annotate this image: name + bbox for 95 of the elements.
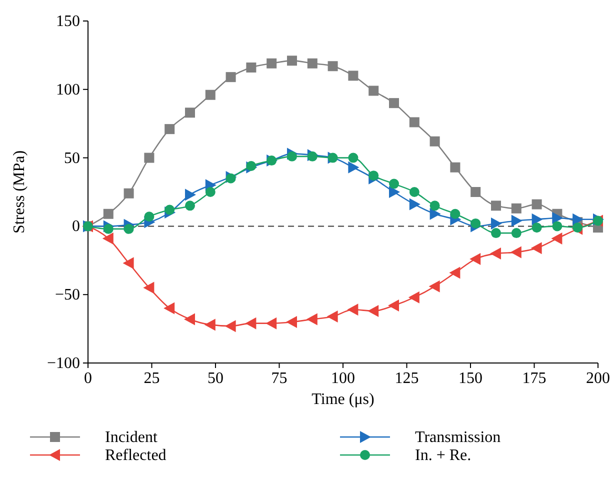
point xyxy=(368,170,379,181)
legend-label: In. + Re. xyxy=(415,447,472,464)
x-tick-label: 125 xyxy=(394,370,419,387)
point xyxy=(491,228,501,238)
point xyxy=(532,222,542,233)
point xyxy=(266,317,277,330)
point xyxy=(511,203,522,214)
point xyxy=(328,61,338,72)
point xyxy=(122,257,134,270)
point xyxy=(185,108,195,118)
point xyxy=(430,136,440,146)
point xyxy=(185,188,196,201)
point xyxy=(409,198,420,210)
point xyxy=(185,200,195,211)
point xyxy=(510,246,522,258)
point xyxy=(409,117,420,128)
x-tick-label: 175 xyxy=(522,370,546,387)
point xyxy=(490,248,501,260)
x-tick-label: 25 xyxy=(144,370,160,387)
point xyxy=(286,316,297,328)
point xyxy=(124,224,134,234)
point xyxy=(204,318,216,331)
point xyxy=(532,199,542,210)
point xyxy=(287,56,297,66)
point xyxy=(205,90,216,100)
point xyxy=(409,187,420,197)
point xyxy=(430,208,441,220)
y-tick-label: 0 xyxy=(72,218,80,236)
point xyxy=(224,320,236,332)
point xyxy=(450,208,460,219)
point xyxy=(164,124,175,134)
point xyxy=(491,200,501,211)
y-tick-label: −100 xyxy=(46,355,80,372)
x-axis-title: Time (μs) xyxy=(312,391,374,408)
legend-label: Incident xyxy=(105,429,158,446)
point xyxy=(348,152,358,163)
point xyxy=(389,186,400,198)
point xyxy=(103,224,114,234)
point xyxy=(389,98,399,108)
y-tick-label: 50 xyxy=(64,150,80,167)
point xyxy=(470,187,481,197)
point xyxy=(491,217,502,230)
point xyxy=(246,62,256,73)
point xyxy=(551,232,562,245)
point xyxy=(226,173,236,184)
point xyxy=(552,212,564,224)
point xyxy=(530,242,542,254)
x-tick-label: 100 xyxy=(331,370,355,387)
point xyxy=(348,161,360,174)
point xyxy=(103,208,114,219)
point xyxy=(532,213,543,226)
point xyxy=(102,232,114,245)
point xyxy=(368,305,379,318)
point xyxy=(205,187,216,197)
point xyxy=(572,213,584,226)
x-tick-label: 200 xyxy=(586,370,610,387)
point xyxy=(144,152,154,163)
point xyxy=(552,221,562,232)
point xyxy=(307,58,318,68)
point xyxy=(450,162,460,172)
point xyxy=(470,253,481,266)
point xyxy=(306,313,318,326)
point xyxy=(124,188,134,198)
x-tick-label: 0 xyxy=(84,370,92,387)
y-tick-label: 150 xyxy=(56,13,80,30)
point xyxy=(430,200,440,211)
point xyxy=(408,291,420,304)
legend-label: Transmission xyxy=(415,429,501,446)
point xyxy=(511,228,522,238)
point xyxy=(326,310,338,322)
point xyxy=(184,313,195,326)
x-tick-label: 150 xyxy=(458,370,482,387)
point xyxy=(347,304,358,316)
point xyxy=(511,214,522,227)
point xyxy=(388,300,399,312)
legend-label: Reflected xyxy=(105,447,166,464)
point xyxy=(287,151,297,162)
point xyxy=(164,302,175,314)
y-tick-label: 100 xyxy=(56,81,80,98)
point xyxy=(449,266,460,279)
y-axis-title: Stress (MPa) xyxy=(11,150,28,234)
point xyxy=(470,218,481,228)
point xyxy=(143,282,154,294)
point xyxy=(266,58,277,68)
point xyxy=(164,204,175,215)
point xyxy=(226,72,236,82)
x-tick-label: 75 xyxy=(271,370,288,387)
point xyxy=(368,86,379,96)
y-tick-label: −50 xyxy=(54,286,80,304)
x-tick-label: 50 xyxy=(208,370,224,387)
point xyxy=(389,178,399,189)
point xyxy=(428,280,440,292)
point xyxy=(144,212,154,222)
point xyxy=(348,70,358,81)
point xyxy=(245,317,256,330)
